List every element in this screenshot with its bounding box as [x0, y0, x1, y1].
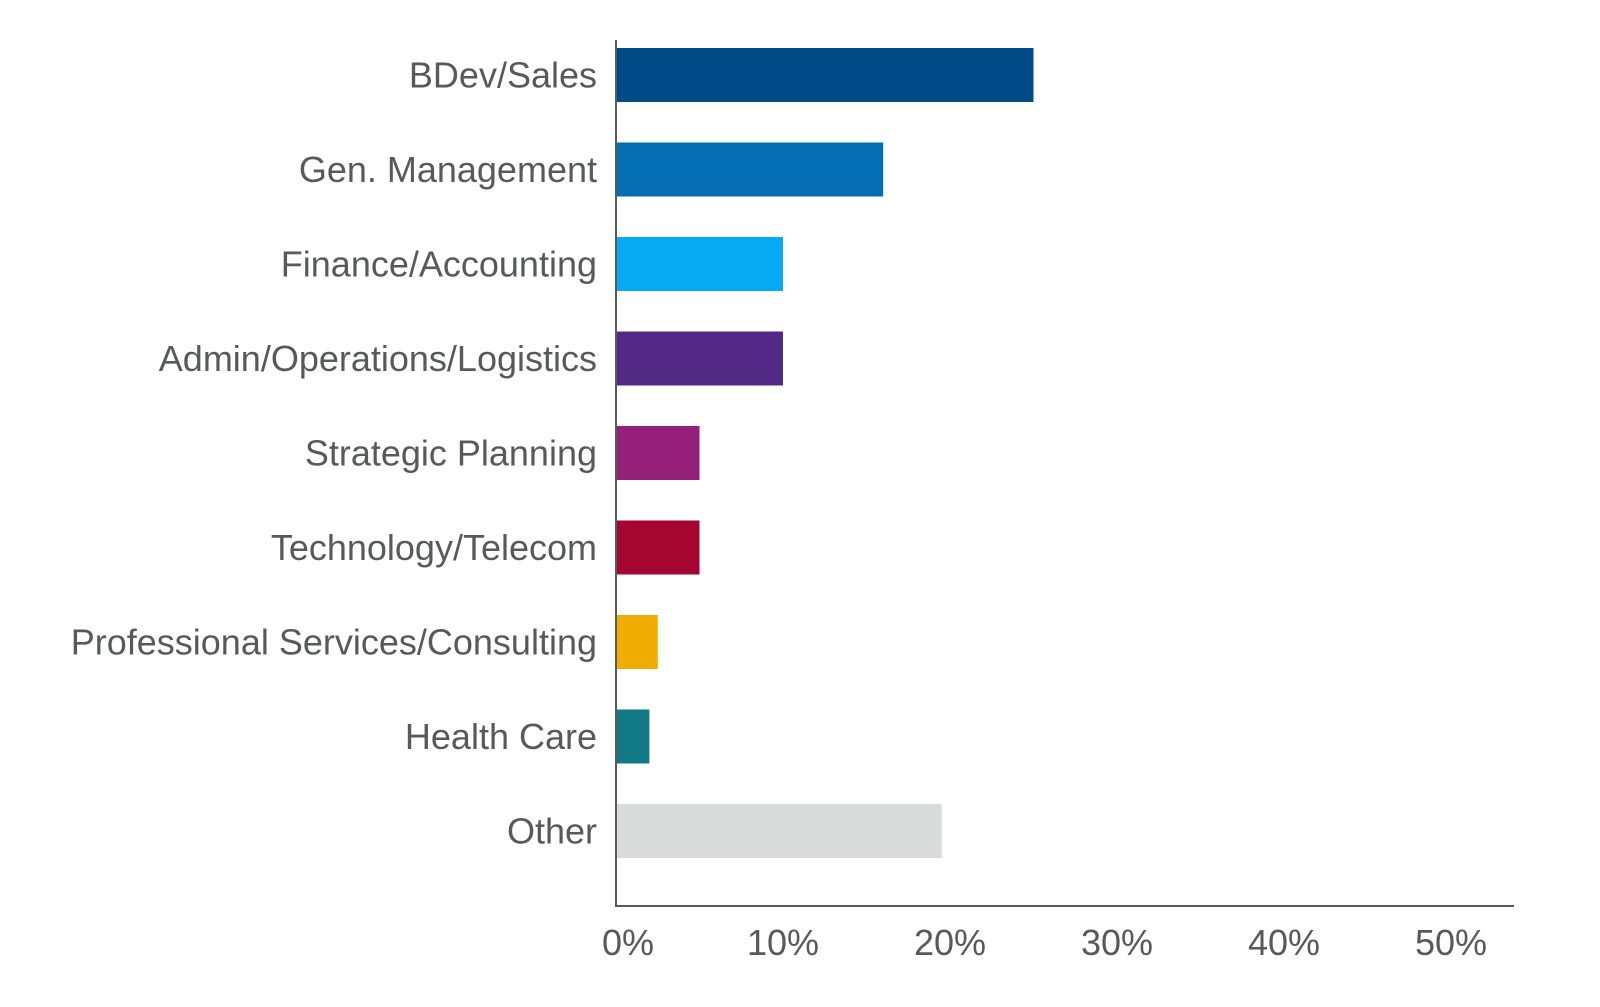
- category-label-bdev-sales: BDev/Sales: [409, 55, 597, 96]
- bar-professional-services-consulting: [617, 615, 658, 669]
- x-tick-label-20: 20%: [914, 922, 986, 963]
- category-label-finance-accounting: Finance/Accounting: [281, 244, 597, 285]
- bar-strategic-planning: [617, 426, 700, 480]
- category-label-professional-services-consulting: Professional Services/Consulting: [71, 622, 597, 663]
- x-tick-label-10: 10%: [747, 922, 819, 963]
- category-label-other: Other: [507, 811, 597, 852]
- bar-health-care: [617, 709, 650, 764]
- bar-gen-management: [617, 142, 884, 197]
- x-tick-label-40: 40%: [1248, 922, 1320, 963]
- category-labels-group: BDev/Sales Gen. Management Finance/Account…: [71, 55, 597, 852]
- bar-technology-telecom: [617, 520, 700, 575]
- bar-finance-accounting: [617, 237, 783, 291]
- x-tick-label-0: 0%: [602, 922, 654, 963]
- x-tick-label-50: 50%: [1415, 922, 1487, 963]
- category-label-strategic-planning: Strategic Planning: [305, 433, 597, 474]
- category-label-health-care: Health Care: [405, 716, 597, 757]
- x-axis-ticks-group: 0% 10% 20% 30% 40% 50%: [602, 922, 1487, 963]
- bar-bdev-sales: [617, 48, 1034, 102]
- category-label-admin-operations-logistics: Admin/Operations/Logistics: [159, 338, 597, 379]
- bars-group: [617, 48, 1034, 858]
- category-label-technology-telecom: Technology/Telecom: [271, 527, 597, 568]
- bar-other: [617, 804, 942, 858]
- bar-admin-operations-logistics: [617, 331, 783, 386]
- x-tick-label-30: 30%: [1081, 922, 1153, 963]
- category-label-gen-management: Gen. Management: [299, 149, 597, 190]
